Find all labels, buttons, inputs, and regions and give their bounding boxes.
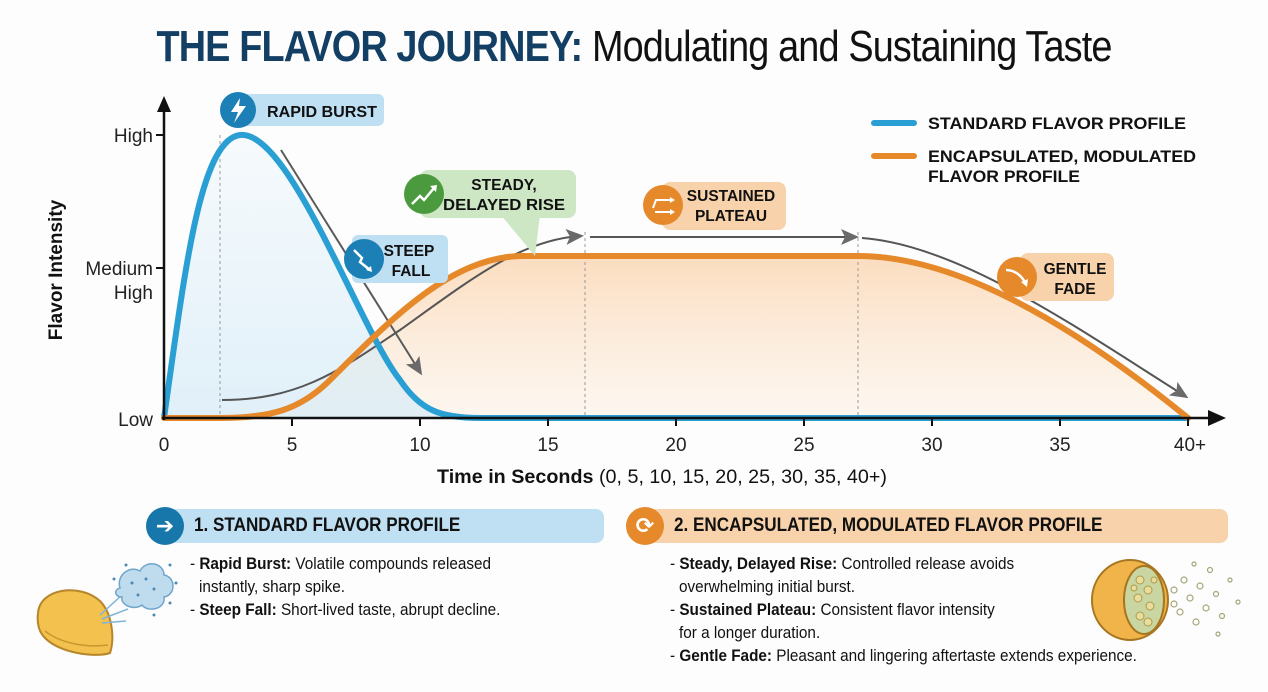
callout-rapid-burst: RAPID BURST bbox=[220, 92, 384, 128]
svg-text:STEADY,: STEADY, bbox=[471, 177, 536, 194]
arrow-right-icon: ➔ bbox=[146, 507, 184, 545]
y-tick-labels: High Medium High Low bbox=[85, 126, 153, 431]
x-tick-10: 10 bbox=[409, 435, 430, 456]
standard-profile-heading: ➔ 1. STANDARD FLAVOR PROFILE bbox=[146, 507, 604, 545]
x-axis-arrowhead bbox=[1208, 410, 1226, 426]
flavor-chart: High Medium High Low Flavor Intensity 0 … bbox=[46, 92, 1226, 488]
y-tick-medium-high: High bbox=[114, 283, 153, 304]
svg-text:FALL: FALL bbox=[392, 263, 431, 280]
legend-label-standard: STANDARD FLAVOR PROFILE bbox=[928, 114, 1186, 133]
standard-line bbox=[161, 131, 1191, 421]
y-axis-label: Flavor Intensity bbox=[46, 199, 67, 340]
bullet-steady-rise-cont: overwhelming initial burst. bbox=[679, 577, 856, 596]
bullet-gentle-fade: - Gentle Fade: Pleasant and lingering af… bbox=[670, 646, 1137, 665]
cycle-icon: ⟳ bbox=[626, 507, 664, 545]
trend-up-icon bbox=[404, 174, 444, 214]
x-tick-5: 5 bbox=[287, 435, 298, 456]
x-tick-labels: 0 5 10 15 20 25 30 35 40+ bbox=[159, 435, 1206, 456]
bullet-sustained-plateau: - Sustained Plateau: Consistent flavor i… bbox=[670, 600, 995, 619]
encapsulated-heading-text: 2. ENCAPSULATED, MODULATED FLAVOR PROFIL… bbox=[674, 515, 1103, 536]
encapsulated-profile-heading: ⟳ 2. ENCAPSULATED, MODULATED FLAVOR PROF… bbox=[626, 507, 1228, 545]
legend: STANDARD FLAVOR PROFILE ENCAPSULATED, MO… bbox=[871, 114, 1196, 186]
y-tick-low: Low bbox=[118, 410, 153, 431]
y-axis-arrowhead bbox=[157, 96, 171, 112]
x-tick-40: 40+ bbox=[1174, 435, 1206, 456]
plateau-arrows-icon bbox=[643, 185, 683, 225]
capsule-release-illustration bbox=[1091, 559, 1241, 641]
encapsulated-bullets: - Steady, Delayed Rise: Controlled relea… bbox=[670, 552, 1137, 667]
svg-text:GENTLE: GENTLE bbox=[1044, 261, 1107, 278]
svg-text:DELAYED RISE: DELAYED RISE bbox=[443, 197, 565, 214]
title-bold: THE FLAVOR JOURNEY: bbox=[156, 22, 583, 71]
legend-label-encapsulated-2: FLAVOR PROFILE bbox=[928, 167, 1080, 186]
x-tick-15: 15 bbox=[537, 435, 558, 456]
chip-burst-illustration bbox=[36, 563, 178, 656]
legend-label-encapsulated-1: ENCAPSULATED, MODULATED bbox=[928, 147, 1196, 166]
x-tick-30: 30 bbox=[921, 435, 942, 456]
svg-text:RAPID BURST: RAPID BURST bbox=[267, 104, 378, 121]
x-tick-20: 20 bbox=[665, 435, 686, 456]
zigzag-down-icon bbox=[344, 239, 384, 279]
title-regular: Modulating and Sustaining Taste bbox=[582, 22, 1112, 71]
bullet-steep-fall: - Steep Fall: Short-lived taste, abrupt … bbox=[190, 600, 501, 619]
x-tick-35: 35 bbox=[1049, 435, 1070, 456]
svg-text:STEEP: STEEP bbox=[384, 243, 435, 260]
bullet-rapid-burst: - Rapid Burst: Volatile compounds releas… bbox=[190, 554, 492, 573]
curve-down-icon bbox=[997, 257, 1037, 297]
encapsulated-line bbox=[161, 253, 1191, 421]
x-tick-25: 25 bbox=[793, 435, 814, 456]
svg-text:FADE: FADE bbox=[1054, 281, 1095, 298]
callout-sustained-plateau: SUSTAINED PLATEAU bbox=[643, 182, 786, 230]
rise-arrow bbox=[221, 228, 584, 401]
encapsulated-area bbox=[164, 256, 1188, 418]
page-title: THE FLAVOR JOURNEY: Modulating and Susta… bbox=[89, 22, 1179, 72]
bullet-sustained-plateau-cont: for a longer duration. bbox=[679, 623, 821, 642]
standard-bullets: - Rapid Burst: Volatile compounds releas… bbox=[190, 552, 500, 621]
bullet-steady-rise: - Steady, Delayed Rise: Controlled relea… bbox=[670, 554, 1015, 573]
standard-area bbox=[164, 134, 470, 418]
bullet-rapid-burst-cont: instantly, sharp spike. bbox=[199, 577, 345, 596]
callout-steady-rise: STEADY, DELAYED RISE bbox=[404, 170, 576, 256]
x-ticks bbox=[291, 418, 1189, 426]
y-tick-medium: Medium bbox=[85, 259, 153, 280]
standard-heading-text: 1. STANDARD FLAVOR PROFILE bbox=[194, 515, 461, 536]
x-tick-0: 0 bbox=[159, 435, 170, 456]
y-tick-high: High bbox=[114, 126, 153, 147]
x-axis-label: Time in Seconds (0, 5, 10, 15, 20, 25, 3… bbox=[437, 467, 887, 488]
y-ticks bbox=[156, 134, 164, 269]
callout-steep-fall: STEEP FALL bbox=[344, 235, 448, 283]
callout-gentle-fade: GENTLE FADE bbox=[997, 253, 1114, 301]
svg-text:PLATEAU: PLATEAU bbox=[695, 208, 767, 225]
svg-text:SUSTAINED: SUSTAINED bbox=[687, 188, 775, 205]
